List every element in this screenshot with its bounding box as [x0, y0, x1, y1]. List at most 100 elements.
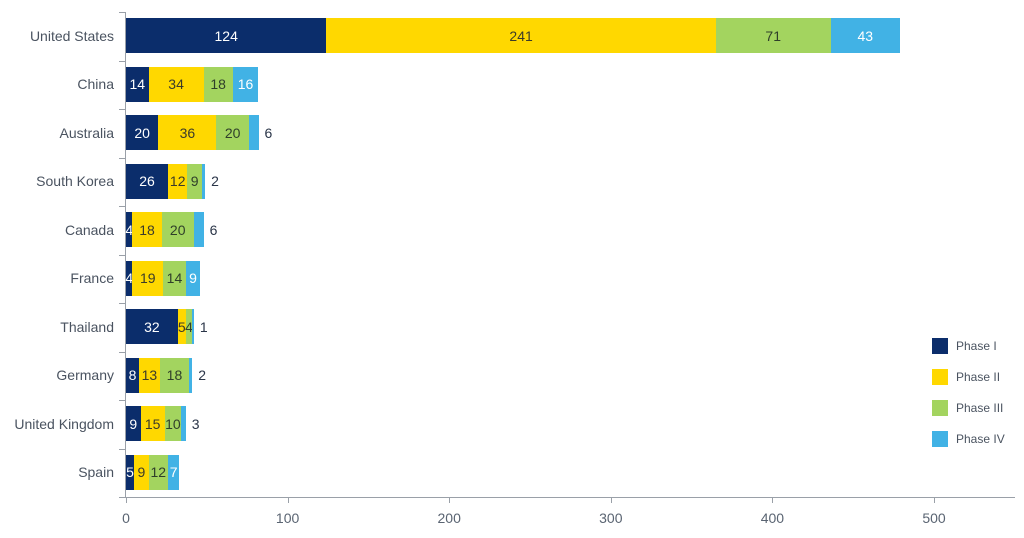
- bar-segment-phase-ii: 18: [132, 212, 162, 247]
- bar-segment-phase-i: 5: [126, 454, 135, 490]
- bar-segment-phase-iv: [180, 406, 186, 441]
- bar-value-label: 6: [209, 221, 218, 238]
- bar-segment-phase-ii: 5: [177, 309, 186, 344]
- x-tick-label: 200: [437, 510, 461, 526]
- legend-swatch: [932, 399, 948, 416]
- bar-value-label: 1: [199, 318, 208, 335]
- bar-segment-phase-iv: 9: [185, 260, 201, 296]
- bar-segment-phase-iii: 20: [216, 115, 249, 150]
- bar-value-label: 8: [128, 367, 137, 383]
- bar-value-label: 7: [169, 464, 178, 480]
- bar-segment-phase-iv: [192, 309, 194, 344]
- category-label: Australia: [59, 124, 114, 141]
- bar-segment-phase-ii: 9: [134, 454, 149, 490]
- bar-segment-phase-iii: 9: [187, 163, 202, 199]
- bar-segment-phase-ii: 34: [148, 66, 204, 102]
- bar-value-label: 5: [126, 464, 134, 480]
- legend-item: Phase I: [932, 330, 1005, 361]
- category-label: Canada: [64, 221, 114, 238]
- x-tick: [772, 497, 774, 503]
- y-tick: [119, 60, 125, 62]
- bar-value-label: 43: [857, 27, 874, 44]
- bar-value-label: 36: [179, 124, 196, 141]
- x-tick: [934, 497, 935, 503]
- legend-swatch: [932, 368, 948, 385]
- bar-segment-phase-i: 26: [126, 163, 169, 199]
- bar-value-label: 15: [144, 415, 161, 432]
- bar-value-label: 4: [125, 270, 134, 286]
- category-label: United States: [29, 27, 114, 44]
- x-tick: [287, 497, 289, 503]
- legend-item: Phase III: [932, 392, 1005, 423]
- bar-segment-phase-i: 14: [126, 66, 149, 102]
- bar-value-label: 20: [224, 124, 241, 141]
- bar-segment-phase-iv: [248, 115, 259, 150]
- y-tick: [119, 157, 125, 159]
- x-tick-label: 300: [599, 510, 623, 526]
- x-tick: [610, 497, 612, 503]
- bar-segment-phase-ii: 15: [140, 406, 165, 441]
- x-tick-label: 400: [760, 510, 785, 526]
- bar-segment-phase-iii: 18: [159, 357, 189, 393]
- bar-segment-phase-ii: 19: [132, 260, 164, 296]
- legend-label: Phase III: [956, 400, 1004, 415]
- bar-segment-phase-iv: [193, 212, 204, 247]
- bar-segment-phase-iii: 14: [163, 260, 186, 296]
- bar-segment-phase-iii: 71: [715, 18, 831, 53]
- bar-segment-phase-iii: 4: [185, 309, 193, 344]
- bar-segment-phase-iii: 20: [161, 212, 194, 247]
- legend: Phase I Phase II Phase III Phase IV: [932, 330, 1005, 454]
- category-label: Spain: [78, 464, 114, 480]
- legend-swatch: [932, 337, 948, 354]
- bar-value-label: 20: [134, 124, 150, 141]
- bar-value-label: 18: [166, 367, 183, 383]
- bar-segment-phase-ii: 12: [168, 163, 188, 199]
- bar-value-label: 26: [139, 173, 155, 189]
- bar-value-label: 4: [125, 221, 134, 238]
- bar-segment-phase-ii: 36: [158, 115, 217, 150]
- bar-value-label: 32: [144, 318, 160, 335]
- legend-item: Phase II: [932, 361, 1005, 392]
- category-label: China: [77, 76, 114, 92]
- bar-segment-phase-iv: 7: [168, 454, 180, 490]
- y-tick: [119, 400, 125, 401]
- bar-value-label: 6: [264, 124, 273, 141]
- bar-value-label: 18: [210, 76, 226, 92]
- bar-value-label: 5: [177, 318, 186, 335]
- x-tick: [126, 497, 127, 503]
- y-tick: [119, 12, 125, 13]
- y-tick: [119, 254, 125, 256]
- bar-value-label: 14: [166, 270, 183, 286]
- bar-value-label: 241: [509, 27, 533, 44]
- bar-segment-phase-ii: 241: [326, 18, 716, 53]
- bar-value-label: 9: [129, 415, 138, 432]
- bar-value-label: 9: [189, 270, 197, 286]
- bar-value-label: 34: [168, 76, 184, 92]
- legend-swatch: [932, 430, 948, 447]
- bar-segment-phase-iii: 12: [148, 454, 168, 490]
- bar-value-label: 9: [137, 464, 146, 480]
- bar-segment-phase-iv: [201, 163, 206, 199]
- bar-value-label: 71: [765, 27, 781, 44]
- bar-value-label: 124: [214, 27, 238, 44]
- category-label: Germany: [56, 367, 114, 383]
- bar-segment-phase-i: 124: [126, 18, 327, 53]
- y-axis-line: [125, 12, 126, 497]
- bar-segment-phase-iv: 16: [232, 66, 259, 102]
- bar-segment-phase-i: 9: [126, 406, 141, 441]
- bar-value-label: 13: [141, 367, 158, 383]
- legend-label: Phase I: [956, 338, 997, 353]
- x-tick: [449, 497, 451, 503]
- bar-value-label: 16: [237, 76, 254, 92]
- y-tick: [119, 351, 125, 353]
- bar-segment-phase-iv: 43: [830, 18, 901, 53]
- y-tick: [119, 206, 125, 207]
- legend-label: Phase II: [956, 369, 1001, 384]
- bar-segment-phase-i: 20: [126, 115, 159, 150]
- x-axis-line: [125, 497, 1015, 498]
- y-tick: [119, 303, 125, 304]
- bar-segment-phase-ii: 13: [138, 357, 160, 393]
- category-label: Thailand: [60, 318, 114, 335]
- bar-value-label: 3: [191, 415, 200, 432]
